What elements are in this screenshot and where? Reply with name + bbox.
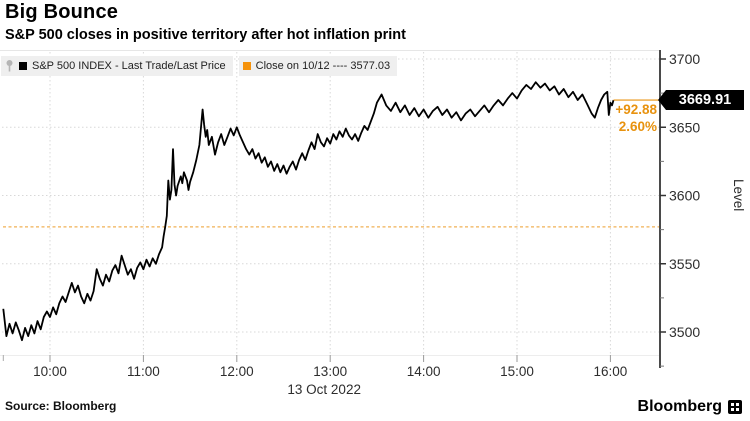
chart-subtitle: S&P 500 closes in positive territory aft… [5, 27, 406, 43]
change-percent: 2.60% [618, 119, 657, 134]
x-tick-label: 13:00 [313, 364, 347, 379]
legend-item-close[interactable]: Close on 10/12 ---- 3577.03 [238, 56, 398, 76]
x-tick-label: 12:00 [220, 364, 254, 379]
chart-title: Big Bounce [5, 1, 119, 23]
y-tick-label: 3550 [669, 256, 700, 272]
x-tick-label: 10:00 [33, 364, 67, 379]
y-tick-label: 3700 [669, 51, 700, 67]
pin-icon[interactable] [5, 59, 14, 73]
last-price-flag: 3669.91 [658, 90, 744, 110]
x-tick-label: 15:00 [500, 364, 534, 379]
date-label: 13 Oct 2022 [287, 382, 361, 397]
change-labels: +92.88 2.60% [553, 101, 657, 135]
legend-item-sp500[interactable]: S&P 500 INDEX - Last Trade/Last Price [1, 56, 233, 76]
legend-label-close: Close on 10/12 ---- 3577.03 [255, 60, 391, 72]
y-tick-label: 3650 [669, 119, 700, 135]
bloomberg-logo-text: Bloomberg [637, 398, 722, 415]
source-note: Source: Bloomberg [5, 399, 117, 413]
series-marker-icon [19, 62, 27, 70]
bloomberg-mark-icon [728, 400, 742, 414]
bloomberg-logo: Bloomberg [638, 398, 742, 416]
y-tick-label: 3500 [669, 324, 700, 340]
last-price-value: 3669.91 [678, 92, 732, 108]
y-axis-title: Level [731, 179, 746, 212]
close-marker-icon [242, 62, 251, 70]
x-tick-label: 14:00 [407, 364, 441, 379]
price-line [2, 81, 615, 342]
x-tick-label: 11:00 [127, 364, 160, 379]
change-value: +92.88 [615, 102, 657, 117]
x-tick-label: 16:00 [594, 364, 628, 379]
y-tick-label: 3600 [669, 188, 700, 204]
legend-label-sp500: S&P 500 INDEX - Last Trade/Last Price [32, 60, 226, 72]
legend: S&P 500 INDEX - Last Trade/Last Price Cl… [1, 56, 398, 76]
